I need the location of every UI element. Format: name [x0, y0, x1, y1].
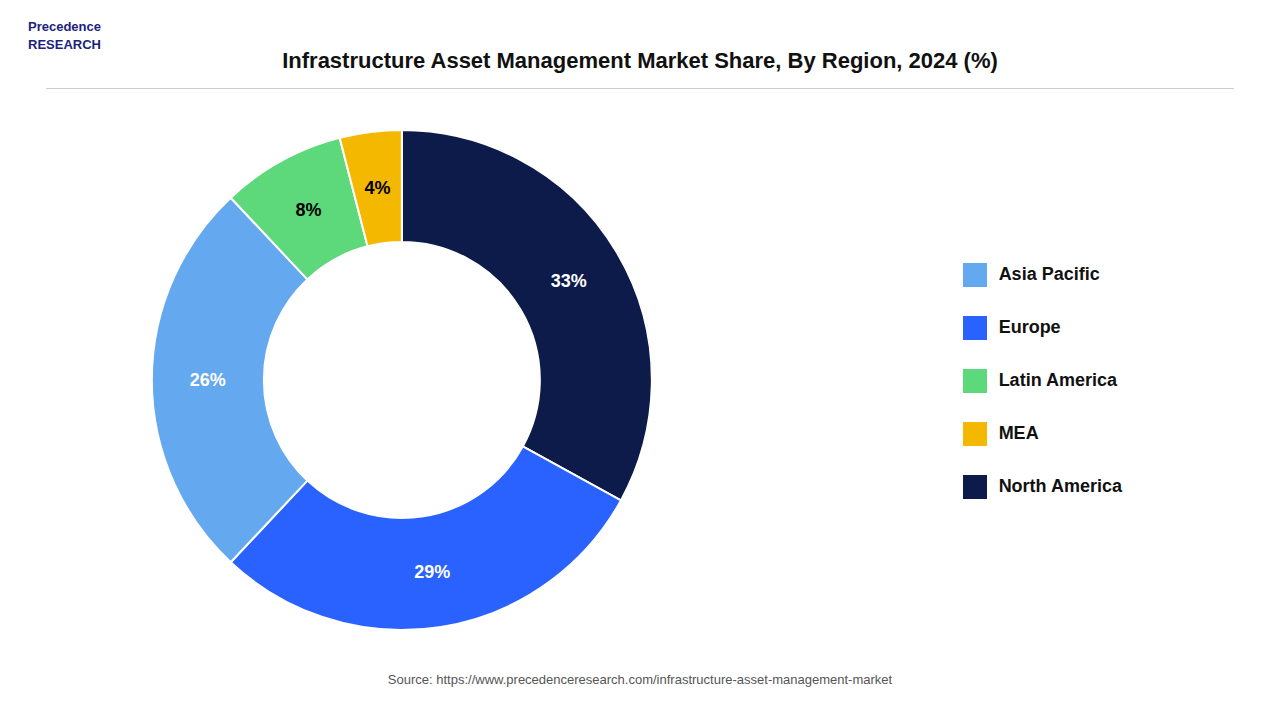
html-text:Source: https://www.precedence: Source: https://www.precedenceresearch.c… [387, 672, 893, 687]
svg-text:4%: 4% [365, 178, 391, 198]
svg-text:26%: 26% [190, 370, 226, 390]
html-text:Latin America: Latin America [998, 369, 1117, 390]
html-text:MEA: MEA [998, 422, 1039, 443]
html-text:Infrastructure Asset Managemen: Infrastructure Asset Management Market S… [282, 48, 998, 73]
html-text:Precedence: Precedence [28, 19, 101, 34]
html-text:RESEARCH: RESEARCH [28, 37, 101, 53]
svg-text:29%: 29% [414, 562, 450, 582]
html-text:Europe: Europe [998, 316, 1061, 337]
html-text:Asia Pacific: Asia Pacific [998, 263, 1100, 284]
svg-text:8%: 8% [295, 200, 321, 220]
html-text:North America: North America [998, 475, 1122, 496]
svg-text:33%: 33% [551, 271, 587, 291]
